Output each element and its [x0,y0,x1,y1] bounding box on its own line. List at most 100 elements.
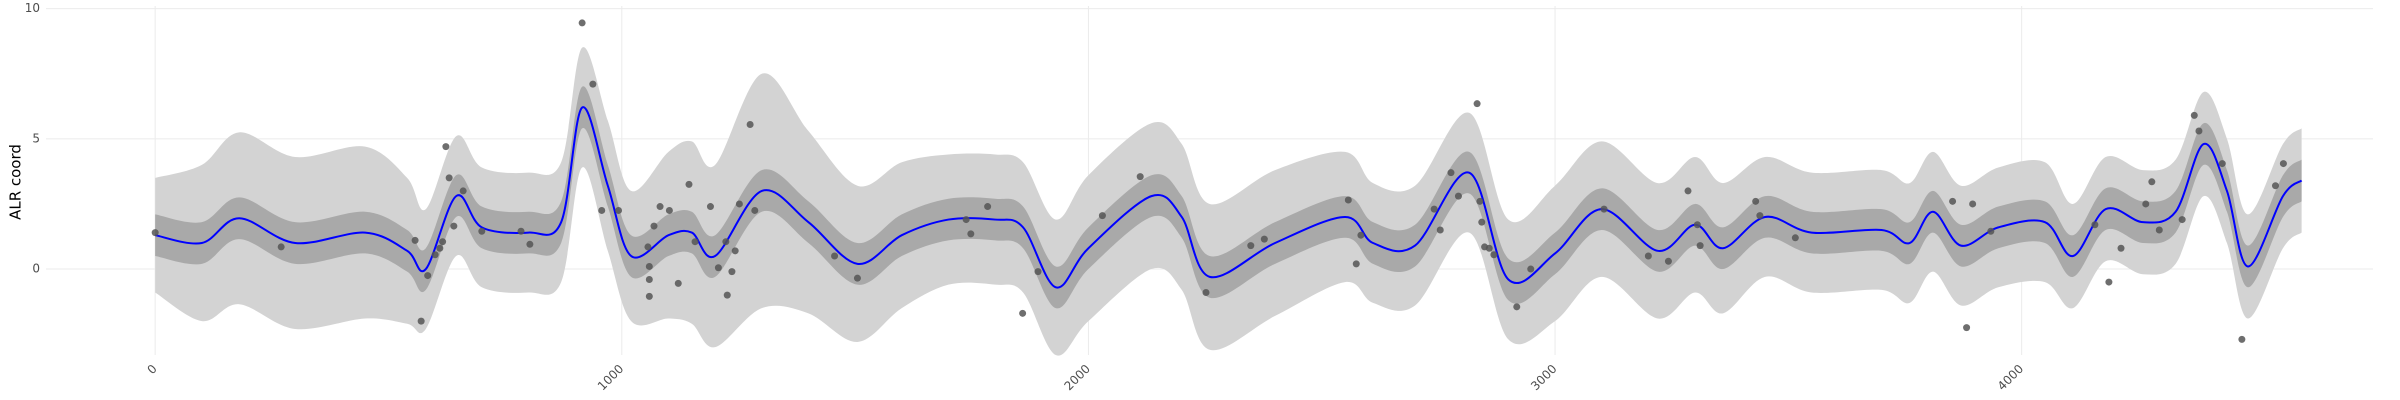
data-point [1756,212,1764,220]
data-point [2091,221,2099,229]
y-tick-label: 5 [32,131,40,145]
data-point [277,243,285,251]
data-point [1034,268,1042,276]
data-point [2148,178,2156,186]
data-point [728,268,736,276]
data-point [831,252,839,260]
data-point [589,80,597,88]
data-point [517,227,525,235]
data-point [436,244,444,252]
data-point [722,238,730,246]
data-point [2105,278,2113,286]
data-point [439,238,447,246]
data-point [478,227,486,235]
data-point [578,19,586,27]
x-tick-label: 4000 [1995,362,2026,393]
x-tick-label: 3000 [1528,362,1559,393]
ribbon [155,86,2302,309]
y-tick-label: 0 [32,262,40,276]
data-point [1436,226,1444,234]
data-point [1136,173,1144,181]
data-point [1485,244,1493,252]
data-point [714,264,722,272]
data-point [2190,111,2198,119]
data-point [656,203,664,211]
data-point [1098,212,1106,220]
data-point [1260,235,1268,243]
data-point [1949,197,1957,205]
data-point [431,251,439,259]
data-point [1352,260,1360,268]
data-point [1969,200,1977,208]
data-point [1752,197,1760,205]
data-point [665,206,673,214]
data-point [615,206,623,214]
data-point [1963,324,1971,332]
data-point [644,243,652,251]
data-point [2155,226,2163,234]
data-point [674,279,682,287]
data-point [731,247,739,255]
data-point [2195,127,2203,135]
data-point [1454,192,1462,200]
data-point [706,203,714,211]
data-point [1791,234,1799,242]
data-point [1527,265,1535,273]
data-point [645,262,653,270]
y-tick-label: 10 [25,1,40,15]
data-point [2178,216,2186,224]
data-point [151,229,159,237]
data-point [1600,205,1608,213]
data-point [450,222,458,230]
data-point [1476,197,1484,205]
data-point [645,275,653,283]
data-point [598,206,606,214]
x-tick-label: 2000 [1062,362,1093,393]
data-point [645,292,653,300]
x-tick-label: 0 [144,362,159,377]
y-axis-title: ALR coord [7,144,25,220]
data-point [1696,242,1704,250]
data-point [984,203,992,211]
data-point [853,274,861,282]
data-point [1684,187,1692,195]
data-point [1473,100,1481,108]
data-point [1019,309,1027,317]
data-point [650,222,658,230]
data-point [751,206,759,214]
data-point [411,236,419,244]
data-point [2279,160,2287,168]
x-tick-label: 1000 [595,362,626,393]
data-point [1430,205,1438,213]
data-point [1664,257,1672,265]
data-point [723,291,731,299]
data-point [2117,244,2125,252]
data-point [1247,242,1255,250]
data-point [526,240,534,248]
data-point [417,317,425,325]
data-point [2142,200,2150,208]
data-point [1490,251,1498,259]
data-point [1693,221,1701,229]
data-point [424,272,432,280]
data-point [962,216,970,224]
data-point [442,143,450,151]
data-point [1344,196,1352,204]
data-point [1644,252,1652,260]
data-point [1447,169,1455,177]
mean-line [154,106,2303,289]
data-point [445,174,453,182]
data-point [1478,218,1486,226]
data-point [691,238,699,246]
data-point [2218,160,2226,168]
data-point [967,230,975,238]
ribbon [155,47,2302,356]
data-point [1987,227,1995,235]
data-point [746,121,754,129]
data-point [459,187,467,195]
data-point [1513,303,1521,311]
data-point [2238,335,2246,343]
data-point [1202,288,1210,296]
data-point [735,200,743,208]
